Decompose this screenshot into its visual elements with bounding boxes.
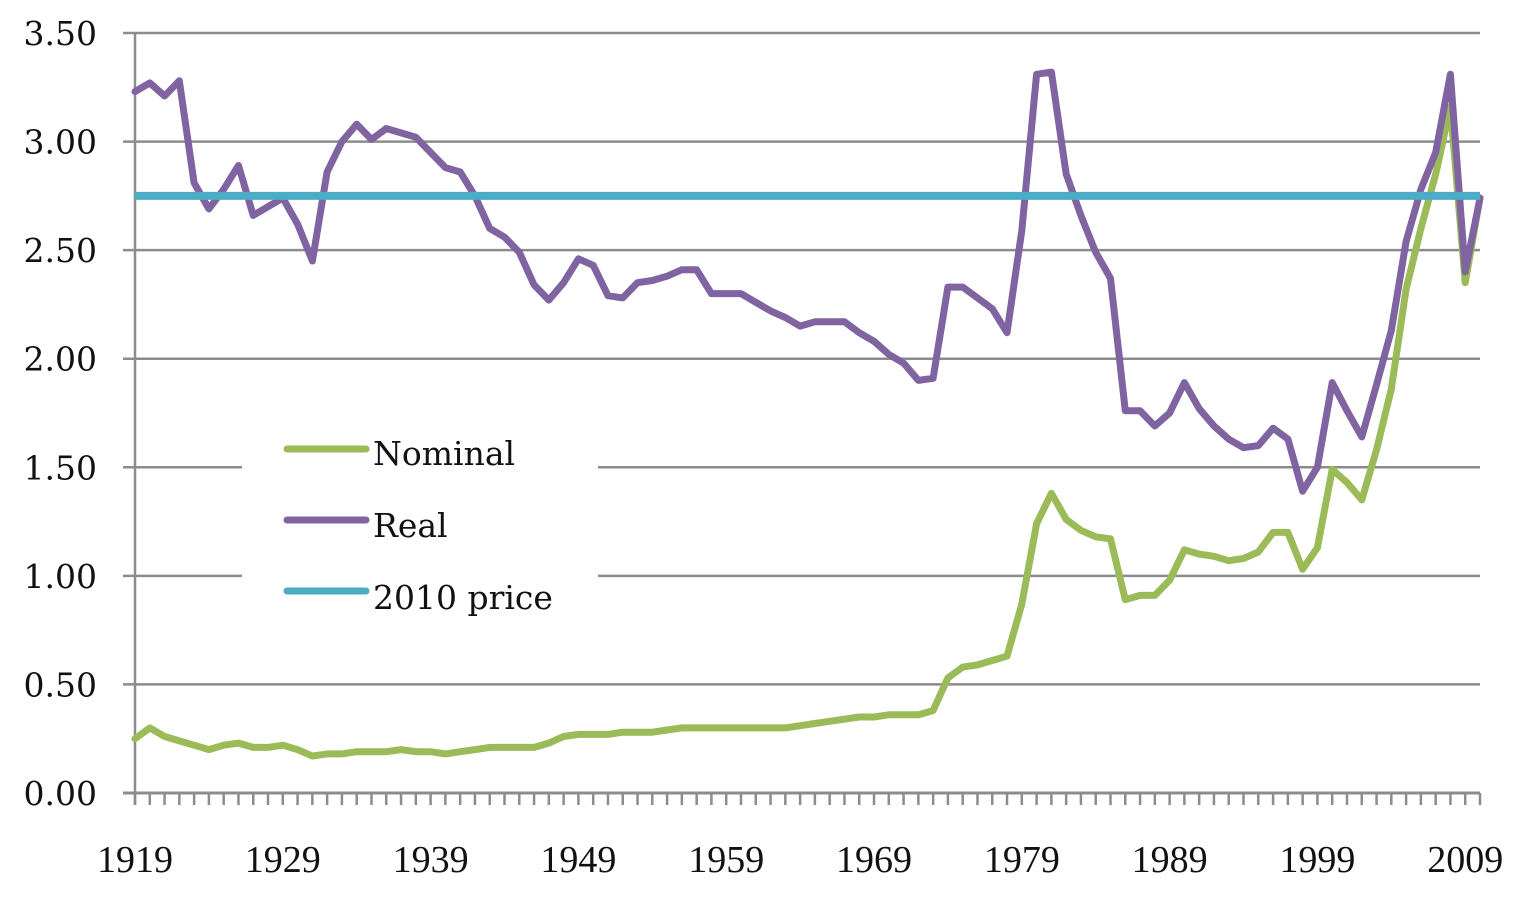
axes xyxy=(123,33,1482,805)
legend-label-2010-price: 2010 price xyxy=(373,578,553,617)
y-tick-label: 1.50 xyxy=(24,448,97,487)
x-axis-tick-labels: 1919 1929 1939 1949 1959 1969 1979 1989 1999 2009 xyxy=(97,839,1503,881)
x-tick-label: 1949 xyxy=(540,839,616,881)
y-tick-label: 3.00 xyxy=(24,123,97,162)
series-line-real xyxy=(131,68,1484,495)
y-tick-label: 0.00 xyxy=(24,774,97,813)
legend: Nominal Real 2010 price xyxy=(242,430,598,625)
x-tick-label: 1979 xyxy=(984,839,1060,881)
series-line-nominal xyxy=(131,103,1484,760)
y-tick-label: 2.50 xyxy=(24,231,97,270)
x-tick-label: 1929 xyxy=(245,839,321,881)
legend-label-nominal: Nominal xyxy=(373,434,515,473)
y-axis-tick-labels: 0.00 0.50 1.00 1.50 2.00 2.50 3.00 3.50 xyxy=(24,14,97,813)
series-lines xyxy=(131,68,1484,760)
x-tick-label: 1999 xyxy=(1279,839,1355,881)
x-tick-label: 1919 xyxy=(97,839,173,881)
x-tick-label: 1989 xyxy=(1132,839,1208,881)
x-tick-label: 1939 xyxy=(393,839,469,881)
x-tick-label: 1959 xyxy=(688,839,764,881)
y-tick-label: 1.00 xyxy=(24,557,97,596)
y-tick-label: 3.50 xyxy=(24,14,97,53)
x-tick-label: 2009 xyxy=(1427,839,1503,881)
y-tick-label: 0.50 xyxy=(24,665,97,704)
y-tick-label: 2.00 xyxy=(24,340,97,379)
x-tick-label: 1969 xyxy=(836,839,912,881)
legend-label-real: Real xyxy=(373,506,448,545)
